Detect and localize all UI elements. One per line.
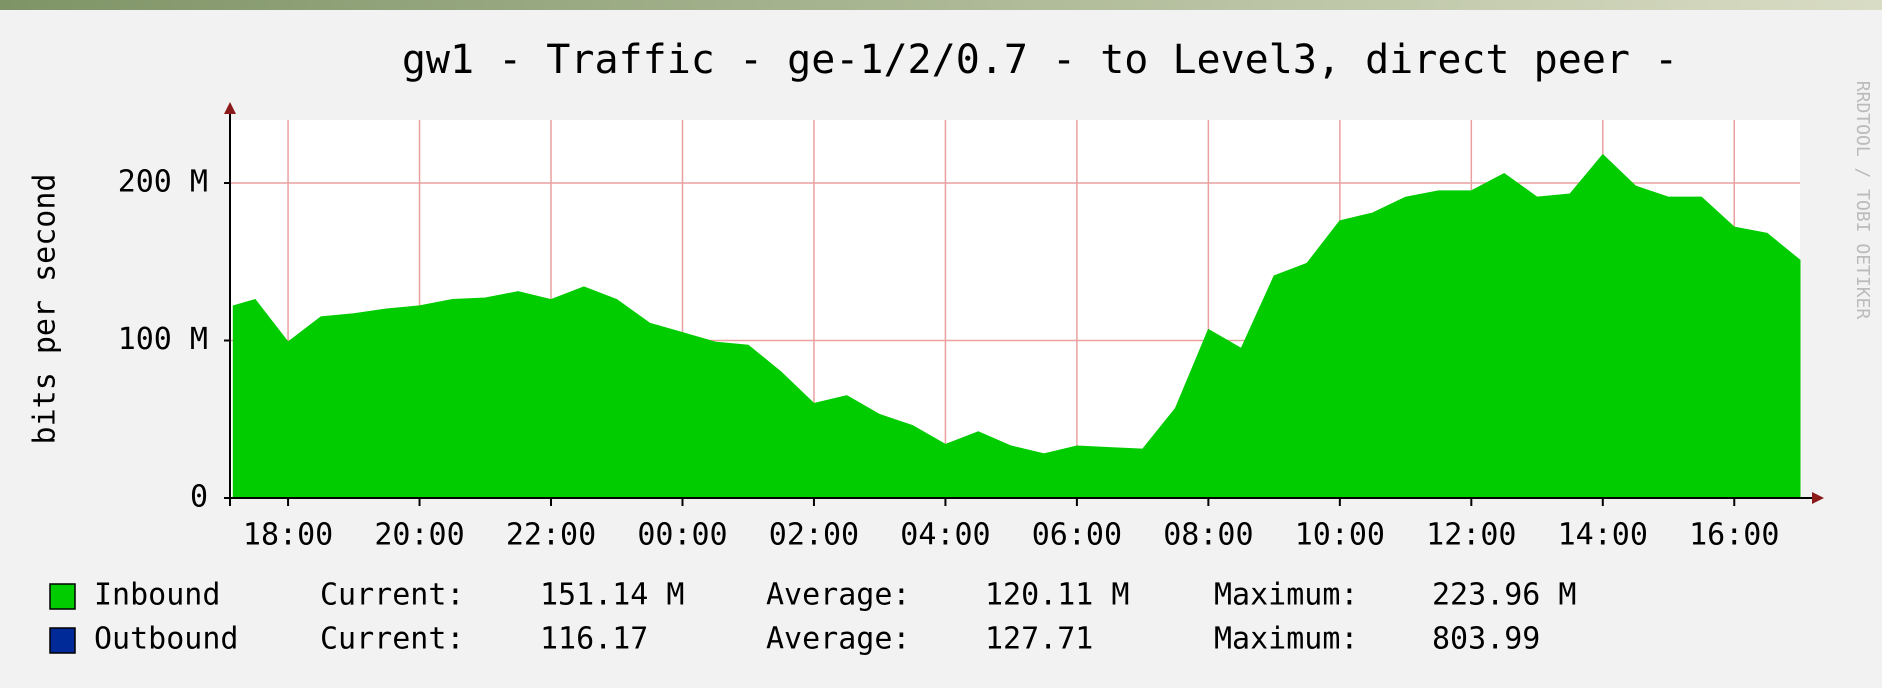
x-tick-label: 10:00 [1295, 518, 1385, 553]
stat-label: Maximum: [1214, 622, 1359, 657]
x-tick-label: 14:00 [1558, 518, 1648, 553]
y-tick-label: 100 M [118, 322, 208, 357]
stat-value: 116.17 [540, 622, 648, 657]
y-tick-label: 0 [190, 480, 208, 515]
legend-swatch [49, 627, 76, 654]
legend-swatch [49, 583, 76, 610]
legend: Inbound Current: 151.14 M Average: 120.11 M M… [49, 578, 1577, 657]
side-label: RRDTOOL / TOBI OETIKER [1852, 81, 1873, 320]
x-tick-label: 16:00 [1689, 518, 1779, 553]
x-tick-label: 02:00 [769, 518, 859, 553]
stat-label: Average: [766, 622, 911, 657]
stat-value: 120.11 M [985, 578, 1130, 613]
stat-label: Maximum: [1214, 578, 1359, 613]
chart-title: gw1 - Traffic - ge-1/2/0.7 - to Level3, … [402, 37, 1678, 83]
top-bar [0, 0, 1882, 10]
stat-label: Current: [320, 622, 465, 657]
stat-value: 223.96 M [1432, 578, 1577, 613]
x-tick-label: 22:00 [506, 518, 596, 553]
y-tick-label: 200 M [118, 165, 208, 200]
legend-label: Inbound [94, 578, 220, 613]
y-arrow [224, 102, 236, 114]
x-tick-label: 04:00 [900, 518, 990, 553]
axes: 0 100 M 200 M 18:00 20:00 22:00 00:00 02:00 04:0… [118, 102, 1824, 553]
stat-value: 127.71 [985, 622, 1093, 657]
x-tick-label: 00:00 [637, 518, 727, 553]
y-axis-label: bits per second [28, 174, 63, 445]
stat-value: 803.99 [1432, 622, 1540, 657]
x-tick-label: 06:00 [1032, 518, 1122, 553]
area [232, 153, 1801, 499]
stat-label: Average: [766, 578, 911, 613]
x-tick-label: 18:00 [243, 518, 333, 553]
x-tick-label: 08:00 [1163, 518, 1253, 553]
stat-value: 151.14 M [540, 578, 685, 613]
x-arrow [1812, 492, 1824, 504]
legend-label: Outbound [94, 622, 239, 657]
x-tick-label: 20:00 [374, 518, 464, 553]
x-tick-label: 12:00 [1426, 518, 1516, 553]
stat-label: Current: [320, 578, 465, 613]
marks [232, 153, 1801, 499]
